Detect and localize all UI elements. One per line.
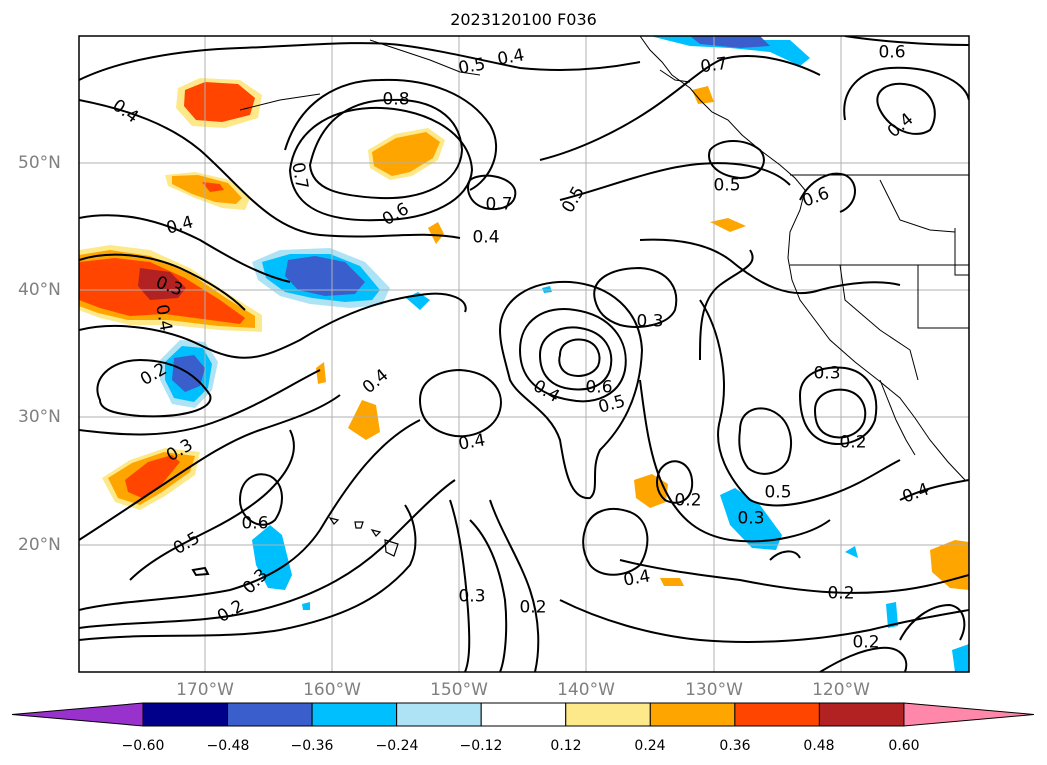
colorbar-tick-label: −0.36 <box>290 738 334 754</box>
contour-value-label: 0.5 <box>456 54 487 79</box>
colorbar-tick-label: −0.48 <box>206 738 250 754</box>
colorbar-tick-label: −0.60 <box>121 738 165 754</box>
latitude-label: 50°N <box>18 153 61 173</box>
contour-value-label: 0.6 <box>585 377 613 398</box>
contour-value-label: 0.5 <box>764 482 792 503</box>
colorbar-extend-max <box>903 702 1035 727</box>
positive-anomaly-patch <box>660 578 684 586</box>
latitude-label: 20°N <box>18 535 61 555</box>
contour-value-label: 0.2 <box>827 583 855 604</box>
contour-value-label: 0.3 <box>636 311 664 332</box>
colorbar-segment <box>565 702 651 727</box>
negative-anomaly-patch <box>952 644 969 672</box>
contour-value-label: 0.4 <box>472 227 500 248</box>
positive-anomaly-patch <box>184 82 255 122</box>
negative-anomaly-patch <box>302 602 310 610</box>
contour-value-label: 0.3 <box>458 586 486 607</box>
colorbar-segment <box>480 702 567 727</box>
contour-value-label: 0.7 <box>699 53 729 78</box>
contour-value-label: 0.6 <box>241 513 269 534</box>
colorbar-tick-label: 0.48 <box>803 738 835 754</box>
latitude-label: 30°N <box>18 407 61 427</box>
positive-anomaly-patch <box>316 362 326 384</box>
longitude-label: 160°W <box>303 680 361 700</box>
colorbar-extend-min <box>11 702 144 727</box>
contour-value-label: 0.4 <box>621 566 652 591</box>
positive-anomaly-patch <box>428 222 444 244</box>
colorbar-tick-label: 0.24 <box>634 738 666 754</box>
coastlines <box>239 36 969 481</box>
positive-anomaly-patch <box>634 474 668 508</box>
positive-anomaly-patch <box>348 400 380 440</box>
longitude-label: 150°W <box>430 680 488 700</box>
contour-value-label: 0.4 <box>456 430 487 455</box>
contour-value-label: 0.4 <box>151 302 176 333</box>
negative-anomaly-patch <box>252 525 292 590</box>
positive-anomaly-patch <box>125 455 180 498</box>
colorbar-tick-label: 0.12 <box>550 738 582 754</box>
negative-anomaly-patch <box>845 546 858 558</box>
contour-lines <box>79 36 969 672</box>
positive-anomaly-patch <box>372 132 440 176</box>
colorbar-segment <box>396 702 482 727</box>
contour-value-label: 0.2 <box>839 432 867 453</box>
negative-anomaly-patch <box>285 256 365 296</box>
contour-value-label: 0.4 <box>495 45 526 70</box>
contour-value-label: 0.5 <box>713 175 741 196</box>
negative-anomaly-patch <box>886 602 898 628</box>
positive-anomaly-patch <box>710 218 746 232</box>
colorbar-segment <box>818 702 905 727</box>
colorbar-tick-label: 0.36 <box>719 738 751 754</box>
negative-anomaly-patch <box>720 488 782 550</box>
contour-value-label: 0.2 <box>519 597 547 618</box>
contour-value-label: 0.3 <box>737 508 765 529</box>
colorbar-segment <box>649 702 736 727</box>
colorbar-tick-label: −0.12 <box>459 738 503 754</box>
positive-anomaly-patch <box>692 86 714 104</box>
contour-value-label: 0.7 <box>287 160 312 191</box>
colorbar-tick-label: 0.60 <box>888 738 920 754</box>
longitude-label: 170°W <box>176 680 234 700</box>
contour-value-label: 0.6 <box>878 42 906 63</box>
graticule-grid <box>79 36 969 672</box>
colorbar <box>11 702 1035 727</box>
contour-value-label: 0.8 <box>382 89 410 110</box>
contour-value-label: 0.2 <box>674 490 702 511</box>
contour-value-label: 0.7 <box>485 194 513 215</box>
colorbar-segment <box>142 702 229 727</box>
map-frame <box>78 35 970 673</box>
longitude-label: 130°W <box>685 680 743 700</box>
positive-anomaly-patch <box>202 182 224 192</box>
longitude-label: 120°W <box>812 680 870 700</box>
negative-anomaly-patch <box>650 36 810 66</box>
contour-value-label: 0.2 <box>852 632 880 653</box>
hawaii-islands <box>328 517 399 557</box>
shaded-anomaly-field <box>79 36 969 672</box>
longitude-label: 140°W <box>557 680 615 700</box>
positive-anomaly-patch <box>172 175 242 204</box>
colorbar-tick-label: −0.24 <box>375 738 419 754</box>
colorbar-segment <box>311 702 398 727</box>
negative-anomaly-patch <box>690 36 770 48</box>
contour-value-label: 0.3 <box>813 363 841 384</box>
colorbar-segment <box>227 702 313 727</box>
positive-anomaly-patch <box>138 268 186 300</box>
latitude-label: 40°N <box>18 280 61 300</box>
colorbar-segment <box>734 702 820 727</box>
map-title: 2023120100 F036 <box>450 10 597 29</box>
positive-anomaly-patch <box>930 540 969 590</box>
